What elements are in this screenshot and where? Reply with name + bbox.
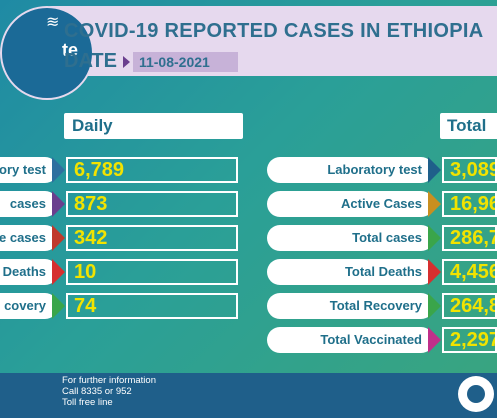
total-row-marker-icon [428, 225, 441, 251]
logo-text: te [61, 40, 78, 60]
daily-row-value: 74 [66, 293, 238, 319]
total-row-label: Laboratory test [267, 157, 434, 183]
date-arrow-icon [122, 55, 130, 68]
total-row-value: 286,7 [442, 225, 497, 251]
footer-line-1: For further information [62, 375, 156, 386]
total-row-value: 16,96 [442, 191, 497, 217]
total-row-marker-icon [428, 259, 441, 285]
footer-line-2: Call 8335 or 952 [62, 386, 132, 397]
total-row-marker-icon [428, 157, 441, 183]
daily-row-marker-icon [52, 259, 65, 285]
daily-row-marker-icon [52, 157, 65, 183]
footer-emblem-icon [458, 376, 494, 412]
total-row-label: Total Vaccinated [267, 327, 434, 353]
header-banner: ≋ te COVID-19 REPORTED CASES IN ETHIOPIA… [0, 6, 497, 100]
footer-line-3: Toll free line [62, 397, 113, 408]
daily-row-label: Deaths [0, 259, 58, 285]
daily-row-value: 342 [66, 225, 238, 251]
total-row-label: Active Cases [267, 191, 434, 217]
daily-row-value: 10 [66, 259, 238, 285]
daily-row-marker-icon [52, 293, 65, 319]
date-row: DATE 11-08-2021 [64, 50, 238, 73]
daily-row-label: covery [0, 293, 58, 319]
total-row-value: 4,456 [442, 259, 497, 285]
total-row-label: Total Deaths [267, 259, 434, 285]
total-row-marker-icon [428, 191, 441, 217]
daily-row-marker-icon [52, 225, 65, 251]
footer-bar: For further information Call 8335 or 952… [0, 373, 497, 418]
date-value: 11-08-2021 [132, 51, 238, 72]
daily-row-label: ory test [0, 157, 58, 183]
ministry-logo: ≋ te [0, 6, 94, 100]
page-title: COVID-19 REPORTED CASES IN ETHIOPIA [64, 20, 484, 42]
total-row-marker-icon [428, 327, 441, 353]
footer-info: For further information Call 8335 or 952… [62, 375, 156, 408]
date-label: DATE [64, 50, 117, 72]
total-heading: Total [440, 113, 497, 139]
total-row-value: 3,089 [442, 157, 497, 183]
total-row-label: Total cases [267, 225, 434, 251]
daily-row-label: e cases [0, 225, 58, 251]
daily-row-value: 873 [66, 191, 238, 217]
logo-emblem-icon: ≋ [46, 14, 60, 31]
total-row-value: 264,8 [442, 293, 497, 319]
total-row-marker-icon [428, 293, 441, 319]
total-row-label: Total Recovery [267, 293, 434, 319]
daily-row-marker-icon [52, 191, 65, 217]
daily-row-label: cases [0, 191, 58, 217]
total-row-value: 2,297 [442, 327, 497, 353]
daily-row-value: 6,789 [66, 157, 238, 183]
daily-heading: Daily [64, 113, 243, 139]
